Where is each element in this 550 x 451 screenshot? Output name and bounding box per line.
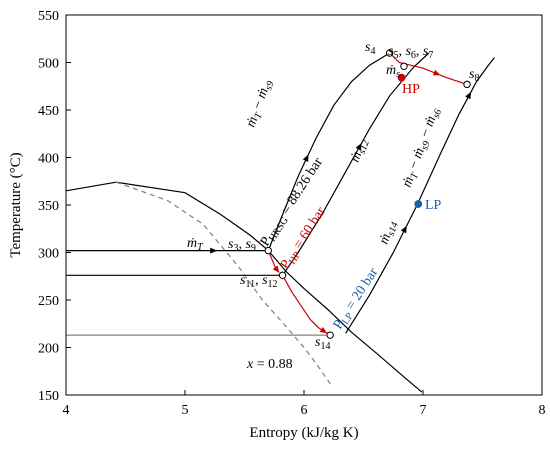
state-points [264,49,471,339]
marker-label-lp: LP [425,198,442,213]
x-tick-label: 5 [182,403,189,418]
label-m-s: ṁs [386,63,400,80]
y-tick-label: 400 [38,152,59,167]
series-line-3 [66,52,430,276]
flow-arrow [355,143,362,151]
x-axis-label: Entropy (kJ/kg K) [249,425,358,441]
series-line-7 [282,275,331,336]
y-tick-label: 150 [38,389,59,404]
state-label-s5-s6-s7: s5, s6, s7 [388,44,433,61]
flow-arrow [272,265,280,273]
state-label-s3-s9: s3, s9 [228,237,256,254]
ticks: 4 5 6 7 8 150 200 250 300 350 400 450 500 550 [38,9,546,418]
flow-arrow [319,326,328,334]
state-label-s8: s8 [469,67,479,84]
state-label-s14: s14 [315,335,330,352]
flow-arrow [400,225,407,234]
y-tick-label: 500 [38,57,59,72]
y-tick-label: 450 [38,104,59,119]
annotation-p-hrsg: PHRSG = 88.26 bar [258,155,328,250]
flow-arrow [302,154,309,162]
annotation-quality: x = 0.88 [246,357,293,372]
curves [65,52,495,393]
label-mT-horizontal: ṁT [187,236,204,253]
state-point-marker [385,49,394,57]
state-point-marker [400,62,408,71]
series-line-6 [389,52,468,85]
marker-lp [414,200,423,208]
flow-arrow [465,91,472,100]
y-tick-label: 350 [38,199,59,214]
x-tick-label: 7 [420,403,427,418]
label-mT-minus-ms9: ṁT − ṁs9 [244,78,277,130]
state-point-marker [326,331,334,339]
y-tick-label: 550 [38,9,59,24]
state-point-marker [463,80,471,89]
label-mT-minus-ms9-minus-ms6: ṁT − ṁs9 − ṁs6 [400,106,445,190]
direction-arrows [210,69,472,334]
state-label-s11-s12: s11, s12 [240,273,278,290]
x-tick-label: 8 [539,403,546,418]
x-tick-label: 6 [301,403,308,418]
state-label-s4: s4 [365,40,375,57]
state-point-marker [278,271,287,279]
annotation-p-lp: PLP = 20 bar [331,265,383,333]
marker-label-hp: HP [402,82,420,97]
marker-hp [397,73,406,82]
state-point-marker [264,246,272,255]
flow-arrow [210,247,218,254]
series-line-1 [115,181,332,386]
flow-arrow [432,69,441,76]
y-axis-label: Temperature (°C) [8,152,24,257]
label-m-s12: ṁs12 [348,137,372,165]
series-line-4 [345,57,495,334]
label-m-s14: ṁs14 [377,219,401,247]
y-tick-label: 250 [38,294,59,309]
y-tick-label: 200 [38,342,59,357]
series-line-0 [65,181,423,393]
series-line-2 [66,52,391,252]
x-tick-label: 4 [63,403,70,418]
y-tick-label: 300 [38,247,59,262]
